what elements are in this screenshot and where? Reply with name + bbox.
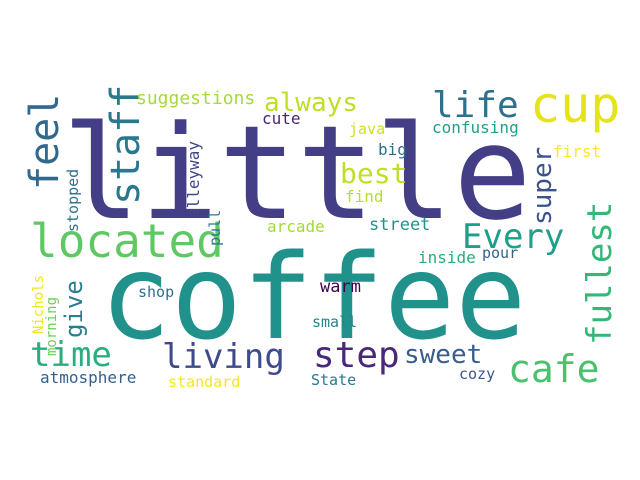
word-find: find <box>345 187 384 206</box>
word-warm: warm <box>320 277 361 297</box>
word-big: big <box>378 140 407 159</box>
word-living: living <box>162 337 285 377</box>
word-feel: feel <box>22 93 68 190</box>
word-alleyway: alleyway <box>184 140 203 218</box>
word-always: always <box>264 88 358 118</box>
word-step: step <box>313 335 400 376</box>
word-best: best <box>340 157 408 190</box>
word-street: street <box>369 215 431 235</box>
word-inside: inside <box>418 248 476 267</box>
word-first: first <box>553 142 602 161</box>
word-give: give <box>60 280 88 338</box>
word-located: located <box>30 214 224 268</box>
word-cafe: cafe <box>508 347 600 391</box>
word-stopped: stopped <box>64 168 82 232</box>
word-coffee: coffee <box>100 228 527 366</box>
word-standard: standard <box>168 373 241 391</box>
word-cute: cute <box>262 109 301 128</box>
word-morning: morning <box>44 296 60 356</box>
word-pour: pour <box>482 244 519 262</box>
word-time: time <box>30 335 112 375</box>
word-cozy: cozy <box>459 365 496 383</box>
word-cup: cup <box>530 76 621 134</box>
word-shop: shop <box>138 283 175 301</box>
word-small: small <box>312 313 358 331</box>
word-atmosphere: atmosphere <box>40 368 137 387</box>
word-fullest: fullest <box>580 201 620 345</box>
word-suggestions: suggestions <box>136 88 256 109</box>
word-life: life <box>432 85 519 126</box>
word-state: State <box>311 371 357 389</box>
word-arcade: arcade <box>267 217 325 236</box>
word-little: little <box>62 97 532 249</box>
word-java: java <box>349 120 386 138</box>
word-every: Every <box>462 217 565 257</box>
word-sweet: sweet <box>404 340 483 370</box>
word-pull: pull <box>206 209 224 246</box>
word-confusing: confusing <box>432 118 519 137</box>
